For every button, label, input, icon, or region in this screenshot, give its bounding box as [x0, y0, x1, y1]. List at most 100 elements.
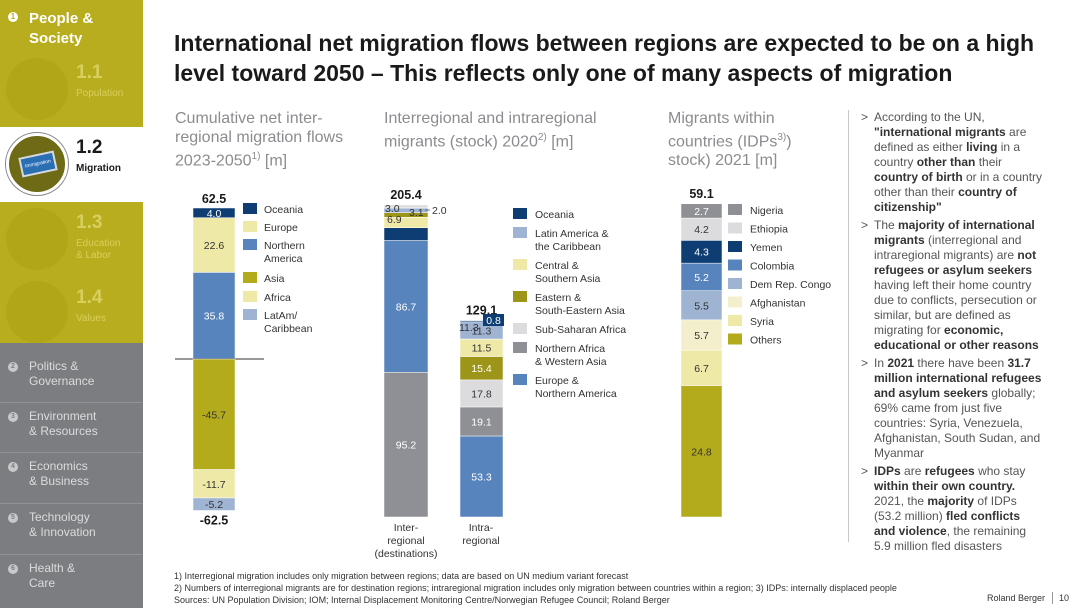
sidebar-item-migration[interactable]: Immigration 1.2 Migration: [0, 127, 143, 202]
section-label: Economics & Business: [29, 459, 90, 488]
section-number-badge: 3: [8, 412, 18, 422]
data-label: -5.2: [205, 499, 223, 511]
data-label: 11.3: [472, 325, 492, 337]
page-title: International net migration flows betwee…: [174, 30, 1035, 86]
note-bullet-1: > According to the UN, "international mig…: [861, 110, 1043, 214]
sidebar-item-education[interactable]: 1.3 Education & Labor: [0, 202, 143, 277]
sidebar-section-politics[interactable]: 2 Politics & Governance: [0, 353, 143, 404]
legend-label: Europe: [264, 222, 298, 234]
data-label: -11.7: [202, 479, 225, 491]
sidebar: 1 People & Society 1.1 Population Immigr…: [0, 0, 143, 608]
bar-segment: [192, 469, 236, 499]
legend-label: Caribbean: [264, 323, 313, 335]
total-label: 205.4: [390, 188, 421, 202]
bar-segment: [680, 203, 723, 219]
bar-segment: [680, 217, 723, 241]
bar-segment: [383, 204, 429, 209]
legend-swatch: [513, 291, 527, 302]
data-label: 15.4: [471, 363, 492, 375]
bar-segment: [192, 358, 236, 470]
bar-segment: [383, 207, 429, 213]
bar-segment: [680, 262, 723, 291]
sidebar-section-health[interactable]: 6 Health & Care: [0, 554, 143, 605]
legend-label: Northern America: [535, 388, 617, 400]
legend-label: Europe &: [535, 375, 579, 387]
legend-label: Southern Asia: [535, 273, 601, 285]
bar-segment: [192, 217, 236, 273]
data-label: 11.5: [472, 343, 492, 355]
bar-segment: [192, 207, 236, 218]
legend-label: Eastern &: [535, 292, 581, 304]
data-label: 4.0: [207, 208, 222, 220]
category-label: Intra-: [469, 522, 494, 534]
bar-segment: [459, 321, 504, 340]
data-label: 17.8: [471, 388, 492, 400]
legend-swatch: [728, 222, 742, 234]
footnote-1: 1) Interregional migration includes only…: [174, 571, 629, 581]
legend-label: & Western Asia: [535, 356, 607, 368]
legend-swatch: [513, 374, 527, 385]
legend-swatch: [243, 221, 257, 232]
sidebar-sections-panel: 2 Politics & Governance 3 Environment & …: [0, 343, 143, 608]
migration-thumbnail-icon: Immigration: [6, 133, 68, 195]
legend-swatch: [728, 278, 742, 289]
legend-swatch: [728, 204, 742, 215]
footer-divider: [1052, 592, 1053, 604]
sidebar-item-label: Values: [76, 313, 106, 324]
legend-swatch: [728, 315, 742, 326]
data-label: 95.2: [396, 440, 417, 452]
sidebar-item-values[interactable]: 1.4 Values: [0, 277, 143, 352]
data-label: 4.2: [694, 224, 709, 236]
sidebar-section-technology[interactable]: 5 Technology & Innovation: [0, 503, 143, 554]
data-label: 35.8: [204, 311, 225, 323]
chapter-title[interactable]: People & Society: [29, 10, 94, 47]
data-label: 5.5: [694, 300, 709, 312]
legend-label: Africa: [264, 292, 291, 304]
data-label: 2.7: [694, 206, 709, 218]
legend-label: Dem Rep. Congo: [750, 279, 831, 291]
sidebar-item-number: 1.4: [76, 287, 103, 308]
legend-label: Colombia: [750, 261, 795, 273]
bar-segment: [459, 338, 504, 357]
category-label: regional: [462, 535, 499, 547]
bullet-marker: >: [861, 110, 869, 124]
sidebar-item-population[interactable]: 1.1 Population: [0, 52, 143, 127]
sidebar-item-number: 1.2: [76, 137, 103, 158]
section-number-badge: 4: [8, 462, 18, 472]
legend-label: LatAm/: [264, 310, 297, 322]
data-label: 5.7: [694, 330, 709, 342]
bar-segment: [459, 406, 504, 437]
bar-segment: [680, 319, 723, 351]
notes-panel: > According to the UN, "international mig…: [848, 110, 1044, 553]
sidebar-section-environment[interactable]: 3 Environment & Resources: [0, 402, 143, 453]
legend-swatch: [728, 259, 742, 271]
immigration-screen-text: Immigration: [18, 150, 58, 178]
sidebar-section-economics[interactable]: 4 Economics & Business: [0, 452, 143, 503]
data-label: 86.7: [396, 301, 417, 313]
section-number-badge: 5: [8, 513, 18, 523]
legend-label: Sub-Saharan Africa: [535, 324, 626, 336]
total-label-negative: -62.5: [200, 513, 229, 527]
legend-label: the Caribbean: [535, 241, 601, 253]
bar-segment: [383, 212, 429, 218]
page-number: 10: [1059, 593, 1070, 603]
sidebar-item-label: Migration: [76, 163, 121, 174]
idps-chart-title: Migrants within countries (IDPs3)) stock…: [668, 109, 818, 170]
title-unit: [m]: [260, 152, 288, 170]
legend-label: Latin America &: [535, 228, 609, 240]
bullet-marker: >: [861, 218, 869, 232]
bar-segment: [192, 272, 236, 360]
legend-swatch: [513, 227, 527, 238]
data-label: 11.3: [459, 322, 479, 334]
bar-segment: [383, 372, 429, 518]
bar-segment: [680, 240, 723, 264]
data-label: 4.3: [694, 247, 709, 259]
section-number-badge: 2: [8, 362, 18, 372]
data-label: 3.1: [409, 207, 424, 219]
legend-swatch: [513, 342, 527, 353]
legend-label: Others: [750, 335, 782, 347]
footnote-2: 2) Numbers of interregional migrants are…: [174, 583, 897, 593]
section-label: Technology & Innovation: [29, 510, 96, 539]
stock-chart-title: Interregional and intraregional migrants…: [384, 109, 614, 151]
data-label: -45.7: [202, 409, 226, 421]
